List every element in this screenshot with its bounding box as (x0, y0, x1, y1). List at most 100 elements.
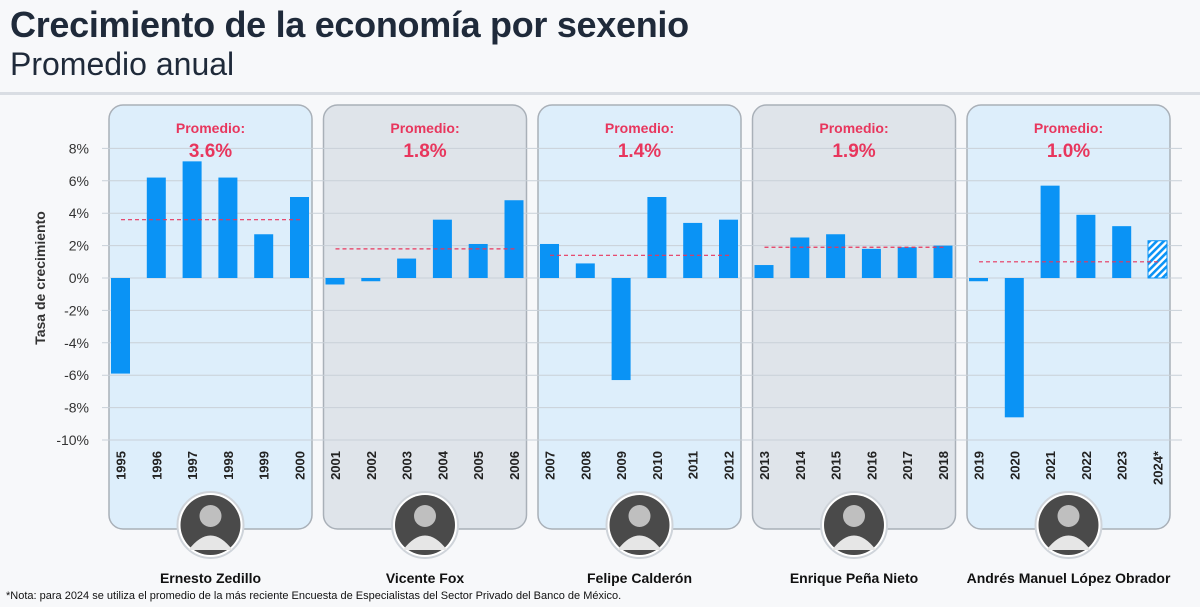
sexenio-panel (322, 104, 528, 530)
average-value: 1.0% (1047, 141, 1090, 162)
x-tick-label: 2003 (400, 451, 415, 480)
x-tick-label: 2009 (614, 451, 629, 480)
bar (647, 197, 667, 278)
x-tick-label: 2014 (793, 450, 808, 480)
bar (218, 177, 238, 278)
portrait-shoulders-shape (403, 535, 447, 550)
y-tick-label: -6% (64, 367, 89, 383)
x-tick-label: 2017 (900, 451, 915, 480)
page-subtitle: Promedio anual (10, 46, 235, 82)
x-tick-label: 2006 (507, 451, 522, 480)
average-value: 1.4% (618, 141, 661, 162)
x-tick-label: 2015 (829, 451, 844, 480)
average-label: Promedio: (605, 120, 674, 136)
x-tick-label: 2023 (1115, 451, 1130, 480)
portrait-head-shape (414, 505, 436, 527)
bar (111, 278, 130, 374)
x-tick-label: 1997 (185, 451, 200, 480)
president-name: Felipe Calderón (587, 570, 692, 586)
bar (683, 222, 703, 278)
bar (504, 200, 524, 278)
y-tick-label: 2% (69, 238, 89, 254)
portrait-shoulders-shape (617, 535, 662, 550)
bar (933, 245, 953, 278)
bar (325, 278, 345, 285)
portrait-head-shape (628, 505, 651, 527)
average-label: Promedio: (176, 120, 245, 136)
sexenio-panel (966, 104, 1171, 530)
x-tick-label: 2005 (471, 451, 486, 480)
x-tick-label: 2019 (972, 451, 987, 480)
average-value: 1.8% (403, 141, 446, 162)
bar (397, 258, 417, 278)
bar (790, 237, 810, 278)
x-tick-label: 2016 (864, 451, 879, 480)
bar (540, 243, 559, 278)
bar (146, 177, 166, 278)
x-tick-label: 2000 (293, 451, 308, 480)
x-tick-label: 2008 (578, 451, 593, 480)
bar (826, 234, 846, 278)
portrait-shoulders-shape (832, 535, 876, 550)
y-tick-label: 0% (69, 270, 89, 286)
president-name: Vicente Fox (386, 570, 465, 586)
president-name: Enrique Peña Nieto (790, 570, 918, 586)
x-tick-label: 2007 (543, 451, 558, 480)
average-label: Promedio: (390, 120, 459, 136)
bar (254, 234, 274, 278)
portrait-shoulders-shape (188, 535, 233, 550)
x-tick-label: 2012 (722, 451, 737, 480)
bar (969, 278, 988, 282)
x-tick-label: 2018 (936, 451, 951, 480)
y-tick-label: -8% (64, 400, 89, 416)
bar (575, 263, 595, 278)
footnote: *Nota: para 2024 se utiliza el promedio … (6, 590, 622, 602)
y-tick-label: 4% (69, 205, 89, 221)
portrait-head-shape (843, 505, 865, 527)
y-tick-label: 8% (69, 140, 89, 156)
x-tick-label: 2020 (1007, 451, 1022, 480)
y-tick-label: -10% (56, 432, 89, 448)
president-name: Ernesto Zedillo (160, 570, 261, 586)
x-tick-label: 2024* (1151, 450, 1166, 485)
x-tick-label: 2010 (650, 451, 665, 480)
average-value: 1.9% (832, 141, 875, 162)
bar (361, 278, 381, 282)
average-value: 3.6% (189, 141, 232, 162)
average-label: Promedio: (1034, 120, 1103, 136)
bar (611, 278, 631, 381)
x-tick-label: 1999 (257, 451, 272, 480)
bar (1076, 214, 1096, 278)
x-tick-label: 2004 (435, 450, 450, 480)
y-tick-label: 6% (69, 173, 89, 189)
sexenio-panel (537, 104, 742, 530)
portrait-shoulders-shape (1046, 535, 1091, 550)
portrait-head-shape (199, 505, 222, 527)
bar (1004, 278, 1024, 418)
x-tick-label: 2022 (1079, 451, 1094, 480)
portrait-head-shape (1057, 505, 1080, 527)
bar (290, 197, 309, 278)
bar (897, 247, 917, 278)
growth-chart: 8% 6% 4% 2% 0% -2% -4% -6% -8% -10% Tasa de crecim… (32, 104, 1182, 586)
sexenio-panel (108, 104, 313, 530)
x-tick-label: 2021 (1043, 451, 1058, 480)
page-title: Crecimiento de la economía por sexenio (10, 4, 689, 45)
average-label: Promedio: (819, 120, 888, 136)
bar (754, 265, 774, 278)
y-tick-label: -4% (64, 335, 89, 351)
president-name: Andrés Manuel López Obrador (967, 570, 1171, 586)
header-divider (0, 92, 1200, 95)
x-tick-label: 2011 (686, 451, 701, 479)
x-tick-label: 2013 (757, 451, 772, 480)
x-tick-label: 1998 (221, 451, 236, 480)
x-tick-label: 1996 (149, 451, 164, 480)
x-tick-label: 2001 (328, 451, 343, 480)
bar-estimated (1147, 240, 1168, 279)
bar (468, 243, 488, 278)
y-tick-label: -2% (64, 302, 89, 318)
y-axis-label: Tasa de crecimiento (32, 211, 48, 345)
bar (861, 248, 881, 278)
bar (719, 219, 738, 278)
bar (1040, 185, 1060, 278)
